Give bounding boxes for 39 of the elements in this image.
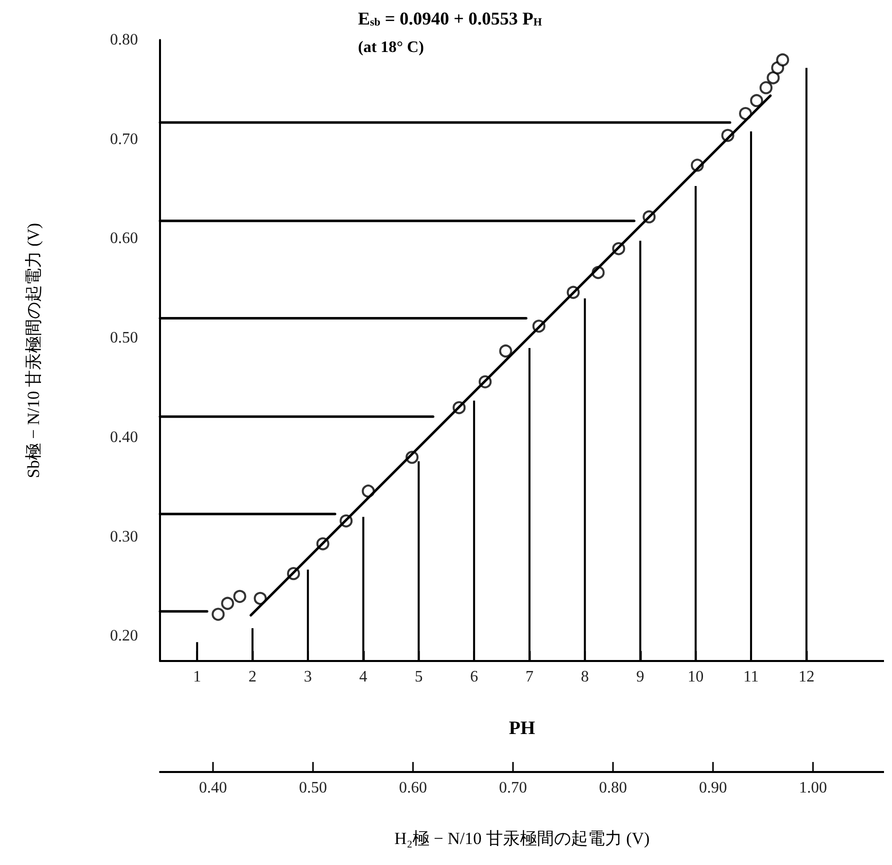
x-tick-label: 1 [193,668,202,686]
x2-tick-label: 0.60 [399,780,427,796]
chart-subtitle: (at 18° C) [358,39,424,56]
y-axis-title: Sb極 − N/10 甘汞極間の起電力 (V) [24,222,43,478]
x-tick-label: 12 [798,668,814,686]
y-tick-label: 0.70 [110,130,138,148]
point [750,94,764,108]
y-tick-label: 0.40 [110,428,138,446]
x-tick-label: 10 [688,668,704,686]
x2-axis-title: H₂極 − N/10 甘汞極間の起電力 (V) [394,829,650,848]
x2-tick-label: 1.00 [799,780,827,796]
x2-tick-label: 0.40 [199,780,227,796]
x-tick-label: 2 [248,668,257,686]
point [233,590,246,603]
x-tick-label: 11 [743,668,759,686]
x-tick-label: 3 [304,668,312,686]
point [776,53,790,66]
x2-tick-label: 0.50 [299,780,327,796]
x2-tick-label: 0.90 [699,780,727,796]
point [212,608,225,621]
x-tick-label: 8 [580,668,589,686]
x-tick-label: 7 [525,668,534,686]
point [760,81,773,94]
point [499,344,512,358]
point [766,71,780,84]
x-tick-label: 9 [636,668,644,686]
y-tick-label: 0.50 [110,330,138,347]
x-tick-label: 5 [414,668,423,686]
x2-tick-label: 0.70 [499,780,527,796]
y-tick-label: 0.30 [110,528,138,546]
chart-title: Esb = 0.0940 + 0.0553 PH [358,8,542,28]
x2-tick-label: 0.80 [599,780,627,796]
x-tick-label: 6 [470,668,478,686]
y-tick-label: 0.20 [110,628,138,645]
x-tick-label: 4 [359,668,368,686]
y-tick-label: 0.60 [110,230,138,248]
x-axis-title: PH [508,718,536,739]
y-tick-label: 0.80 [110,32,138,48]
point [221,596,234,610]
